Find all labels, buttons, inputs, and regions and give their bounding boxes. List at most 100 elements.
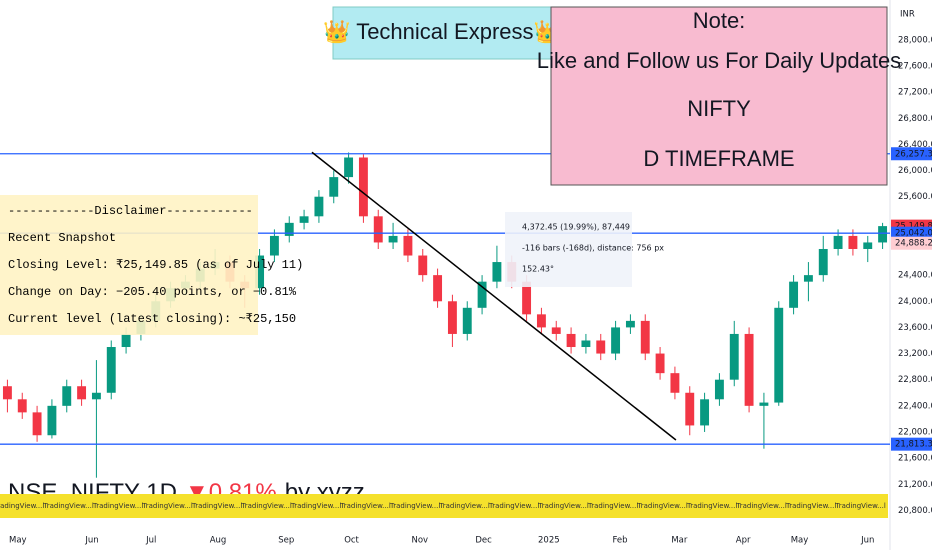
candle-body xyxy=(566,333,576,348)
candle-body xyxy=(774,307,784,403)
banner-text: TradingView...l xyxy=(389,502,440,510)
banner-text: TradingView...l xyxy=(290,502,341,510)
disclaimer-text: Recent Snapshot xyxy=(8,231,116,245)
candle-body xyxy=(91,392,101,400)
banner-text: TradingView...l xyxy=(637,502,688,510)
candle-body xyxy=(299,216,309,223)
candle-body xyxy=(492,262,502,282)
x-tick-label: Mar xyxy=(671,536,688,546)
banner-text: TradingView...l xyxy=(0,502,44,510)
candle-body xyxy=(759,402,769,406)
y-tick-label: 26,000.00 xyxy=(898,166,932,176)
x-tick-label: Oct xyxy=(344,536,359,546)
measure-text: 4,372.45 (19.99%), 87,449 xyxy=(522,223,630,232)
trendline xyxy=(311,151,677,441)
y-tick-label: 21,600.00 xyxy=(898,454,932,464)
candle-body xyxy=(700,399,710,426)
candle-body xyxy=(373,216,383,243)
measure-text: -116 bars (-168d), distance: 756 px xyxy=(522,244,664,253)
y-tick-label: 24,400.00 xyxy=(898,271,932,281)
x-tick-label: Jul xyxy=(145,536,156,546)
x-tick-label: May xyxy=(9,536,27,546)
banner-text: TradingView...l xyxy=(92,502,143,510)
candle-body xyxy=(714,379,724,400)
candle-body xyxy=(789,281,799,308)
x-tick-label: Nov xyxy=(411,536,428,546)
y-tick-label: 26,400.00 xyxy=(898,140,932,150)
price-badge-label: 24,888.20 xyxy=(895,239,932,249)
banner-text: TradingView...l xyxy=(43,502,94,510)
candle-body xyxy=(670,373,680,393)
price-badge xyxy=(891,236,932,250)
price-badge-label: 25,042.05 xyxy=(895,229,932,239)
currency: INR xyxy=(900,10,915,20)
candle-body xyxy=(803,275,813,282)
candle-body xyxy=(403,235,413,256)
candle-body xyxy=(655,353,665,374)
price-badge-label: 21,813.35 xyxy=(895,440,932,450)
banner-text: TradingView...l xyxy=(686,502,737,510)
candle-body xyxy=(121,333,131,348)
candle-body xyxy=(640,320,650,354)
banner-text: TradingView...l xyxy=(488,502,539,510)
candle-body xyxy=(611,327,621,354)
disclaimer-text: Current level (latest closing): ~₹25,150 xyxy=(8,312,296,326)
y-tick-label: 23,200.00 xyxy=(898,349,932,359)
disclaimer-text: Closing Level: ₹25,149.85 (as of July 11… xyxy=(8,258,303,272)
candle-body xyxy=(255,255,265,289)
banner-text: TradingView...l xyxy=(587,502,638,510)
x-tick-label: Feb xyxy=(613,536,628,546)
x-tick-label: Jun xyxy=(860,536,874,546)
candle-body xyxy=(269,235,279,256)
candle-body xyxy=(433,275,443,302)
x-tick-label: May xyxy=(791,536,809,546)
candle-body xyxy=(388,235,398,243)
measure-box xyxy=(505,212,632,287)
banner-text: TradingView...l xyxy=(835,502,886,510)
price-badge-label: 26,257.30 xyxy=(895,149,932,159)
y-tick-label: 24,000.00 xyxy=(898,297,932,307)
candle-body xyxy=(106,347,116,393)
candle-body xyxy=(77,386,87,400)
x-tick-label: Dec xyxy=(475,536,492,546)
banner-text: TradingView...l xyxy=(340,502,391,510)
candle-body xyxy=(477,281,487,308)
measure-text: 152.43° xyxy=(522,265,554,274)
candle-body xyxy=(863,242,873,249)
candle-body xyxy=(47,405,57,436)
candle-body xyxy=(596,340,606,354)
candle-body xyxy=(32,412,42,436)
note-box xyxy=(550,6,888,186)
candle-body xyxy=(818,248,828,276)
note-text: Like and Follow us For Daily Updates xyxy=(537,48,901,73)
candle-body xyxy=(314,196,324,217)
disclaimer-text: ------------Disclaimer------------ xyxy=(8,204,253,218)
y-tick-label: 23,600.00 xyxy=(898,323,932,333)
banner-text: TradingView...l xyxy=(241,502,292,510)
note-text: NIFTY xyxy=(687,96,751,121)
banner-text: TradingView...l xyxy=(736,502,787,510)
y-tick-label: 20,800.00 xyxy=(898,506,932,516)
y-tick-label: 27,200.00 xyxy=(898,88,932,98)
y-tick-label: 27,600.00 xyxy=(898,62,932,72)
note-text: Note: xyxy=(693,8,746,33)
candle-body xyxy=(17,399,27,413)
candle-body xyxy=(536,314,546,328)
banner-text: TradingView...l xyxy=(439,502,490,510)
candle-body xyxy=(62,386,72,406)
y-tick-label: 22,800.00 xyxy=(898,375,932,385)
candle-body xyxy=(744,333,754,406)
candle-body xyxy=(581,340,591,348)
candle-body xyxy=(522,281,532,315)
disclaimer-box xyxy=(0,195,258,335)
y-tick-label: 22,000.00 xyxy=(898,427,932,437)
price-badge xyxy=(891,437,932,451)
x-tick-label: 2025 xyxy=(538,536,560,546)
candle-body xyxy=(551,327,561,334)
y-tick-label: 25,600.00 xyxy=(898,192,932,202)
price-badge xyxy=(891,147,932,161)
price-badge xyxy=(891,226,932,240)
y-tick-label: 28,000.00 xyxy=(898,35,932,45)
title: 👑 Technical Express👑 xyxy=(323,19,561,44)
